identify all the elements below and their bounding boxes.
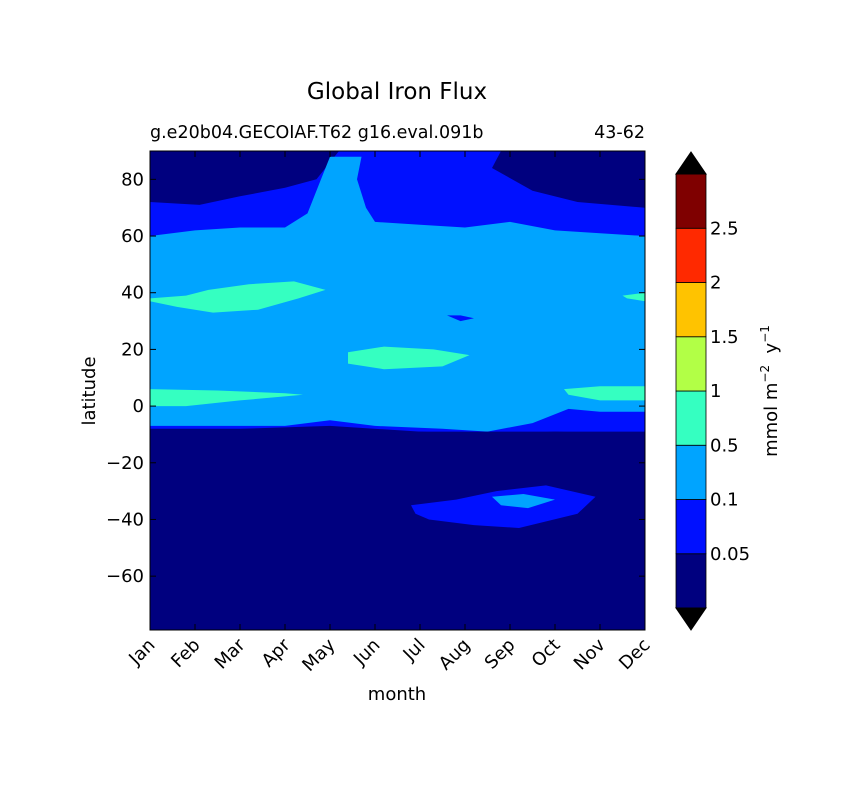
colorbar-segment-2 [675,444,707,500]
colorbar-tick-label-6: 2.5 [710,218,739,239]
x-tick-label-2: Mar [211,634,250,673]
contour-region-11 [492,494,555,509]
y-tick-label-0: 80 [121,169,144,190]
x-tick-label-9: Oct [528,635,565,672]
colorbar-label-mid: y [761,342,782,364]
contour-region-2 [150,156,645,432]
colorbar-extend-under [675,607,707,631]
x-tick-label-4: May [298,634,339,675]
colorbar-extend-over [675,151,707,175]
colorbar-tick-label-3: 1 [710,381,721,402]
colorbar-label-sup2: −1 [758,325,772,343]
y-tick-label-3: 20 [121,339,144,360]
x-tick-label-7: Aug [435,635,475,675]
contour-region-5 [348,346,470,370]
x-axis-label: month [368,684,426,705]
x-tick-label-11: Dec [615,635,654,674]
contour-region-7 [564,386,645,401]
colorbar-tick-label-2: 0.5 [710,435,739,456]
chart-subtitle-right: 43-62 [594,123,645,143]
x-tick-label-0: Jan [124,635,159,670]
y-tick-label-2: 40 [121,283,144,304]
plot-area [150,151,645,630]
x-tick-label-10: Nov [570,634,610,674]
contour-region-8 [622,292,645,302]
colorbar-tick-label-0: 0.05 [710,544,750,565]
colorbar-segment-4 [675,336,707,392]
y-tick-label-6: −40 [106,509,144,530]
x-tick-label-6: Jul [399,635,430,666]
y-tick-label-5: −20 [106,453,144,474]
y-tick-label-4: 0 [133,396,144,417]
contour-region-4 [150,281,326,313]
x-tick-label-8: Sep [481,635,520,674]
colorbar: 0.05 0.1 0.5 1 1.5 2 2.5 [675,151,750,631]
chart-title: Global Iron Flux [307,79,487,105]
colorbar-tick-label-4: 1.5 [710,327,739,348]
x-tick-label-3: Apr [258,634,295,671]
colorbar-segment-0 [675,553,707,609]
y-axis: 80 60 40 20 0 −20 −40 −60 [106,169,645,587]
chart-subtitle-left: g.e20b04.GECOIAF.T62 g16.eval.091b [150,123,483,143]
colorbar-segment-6 [675,227,707,283]
colorbar-segment-3 [675,390,707,446]
colorbar-label-main: mmol m [761,383,782,457]
y-tick-label-1: 60 [121,226,144,247]
colorbar-segment-7 [675,173,707,229]
contour-region-3 [447,315,474,322]
colorbar-tick-label-5: 2 [710,273,721,294]
colorbar-label: mmol m−2 y−1 [758,325,782,457]
colorbar-segment-1 [675,499,707,555]
y-axis-label: latitude [79,356,100,425]
contour-region-6 [150,389,303,407]
colorbar-label-sup1: −2 [758,365,772,383]
contour-region-9 [150,431,645,630]
plot-frame [149,150,646,631]
colorbar-segment-5 [675,282,707,338]
x-tick-label-5: Jun [349,635,384,670]
x-tick-label-1: Feb [167,635,204,672]
contour-region-10 [411,485,596,528]
colorbar-tick-label-1: 0.1 [710,490,739,511]
y-tick-label-7: −60 [106,566,144,587]
